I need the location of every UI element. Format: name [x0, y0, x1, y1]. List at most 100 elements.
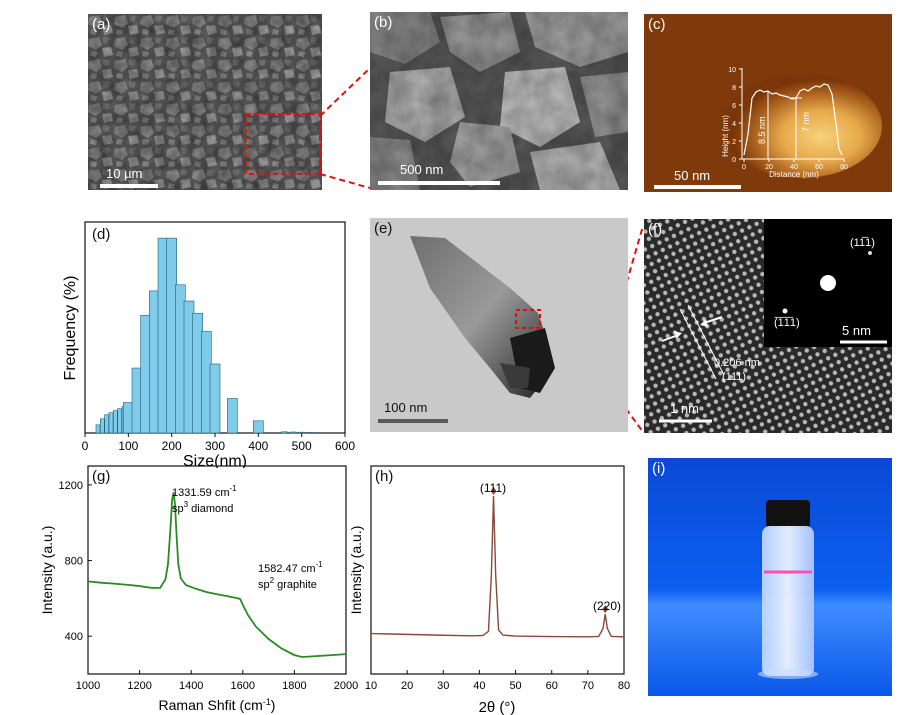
- histogram-bar: [108, 412, 114, 434]
- vial-cap: [766, 500, 810, 528]
- histogram-bar: [104, 414, 109, 434]
- xrd-pattern-line: [370, 495, 625, 638]
- x-tick-label: 50: [509, 680, 521, 692]
- x-tick-label: 1200: [127, 680, 151, 692]
- histogram-bar: [117, 408, 122, 434]
- x-tick-label: 0: [82, 439, 89, 453]
- ytick: 2: [732, 139, 736, 146]
- xtick: 60: [815, 164, 823, 171]
- vial-photo: [648, 458, 892, 696]
- panel-c: 8.5 nm 7 nm 0 2 4 6 8 10 0 20 40 60 80 D…: [644, 14, 892, 192]
- histogram-bar: [298, 431, 305, 434]
- panel-b: (b) 500 nm: [370, 12, 628, 190]
- panel-g: 1000 1200 1400 1600 1800 2000 400 800 1200 1331.…: [30, 460, 360, 715]
- plane-label: (111): [722, 371, 747, 383]
- scale-bar-label-f: 1 nm: [670, 401, 699, 416]
- vial-body: [762, 526, 814, 676]
- panel-label-c: (c): [648, 16, 666, 33]
- scale-bar-label-a: 10 µm: [106, 166, 143, 181]
- x-tick-label: 60: [546, 680, 558, 692]
- peak2-label: 1582.47 cm-1: [258, 560, 323, 575]
- y-axis-label: Frequency (%): [62, 276, 79, 381]
- x-tick-label: 10: [365, 680, 377, 692]
- saed-spot-label-2: (̅1̅1̅1): [774, 317, 800, 329]
- panel-a: (a) 10 µm: [88, 14, 322, 190]
- scale-bar-label-e: 100 nm: [384, 400, 428, 415]
- xtick: 20: [765, 164, 773, 171]
- x-tick-label: 1000: [76, 680, 100, 692]
- peak-220-label: (220): [593, 599, 621, 613]
- zoom-region-box: [245, 113, 321, 175]
- x-tick-label: 20: [401, 680, 413, 692]
- x-tick-label: 70: [582, 680, 594, 692]
- histogram-bar: [209, 363, 221, 434]
- plot-frame: [87, 465, 347, 675]
- x-tick-label: 80: [618, 680, 630, 692]
- peak-marker: [602, 605, 609, 614]
- afm-image-c: 8.5 nm 7 nm 0 2 4 6 8 10 0 20 40 60 80 D…: [644, 14, 892, 192]
- histogram-bar: [307, 432, 314, 434]
- x-tick-label: 1800: [282, 680, 306, 692]
- x-axis-label: Raman Shfit (cm-1): [159, 697, 276, 713]
- x-tick-label: 600: [335, 439, 355, 453]
- y-tick-label: 800: [65, 556, 83, 568]
- x-tick-label: 500: [292, 439, 312, 453]
- xrd-chart: 10 20 30 40 50 60 70 80 (111) (220) 2θ (°) Inte…: [348, 465, 630, 715]
- scale-bar-label-b: 500 nm: [400, 162, 444, 177]
- histogram-bar: [95, 424, 101, 434]
- histogram-chart: 0 100 200 300 400 500 600 Size(nm) Frequency (…: [62, 221, 355, 468]
- panel-label-i: (i): [652, 460, 666, 477]
- histogram-bar: [227, 398, 238, 434]
- histogram-bar: [100, 418, 105, 434]
- y-tick-label: 1200: [59, 480, 83, 492]
- ytick: 0: [732, 157, 736, 164]
- height-profile-inset: 8.5 nm 7 nm 0 2 4 6 8 10 0 20 40 60 80 D…: [721, 67, 848, 179]
- panel-h: 10 20 30 40 50 60 70 80 (111) (220) 2θ (°) Inte…: [345, 460, 630, 715]
- d-spacing-label: 0.206 nm: [714, 357, 760, 369]
- panel-label-a: (a): [92, 16, 111, 33]
- x-tick-label: 30: [437, 680, 449, 692]
- x-tick-label: 1600: [231, 680, 255, 692]
- peak1-name: sp3 diamond: [172, 500, 233, 515]
- panel-label-f: (f): [648, 221, 663, 238]
- histogram-bar: [289, 431, 297, 434]
- panel-e: (e) 100 nm: [370, 218, 628, 432]
- histogram-bar: [113, 410, 118, 434]
- histogram-bar: [281, 431, 288, 434]
- plot-frame: [370, 465, 625, 675]
- x-tick-label: 100: [118, 439, 138, 453]
- panel-f: (f) (11̅1) (̅1̅1̅1) 5 nm 0.206 nm (111) …: [644, 219, 892, 433]
- xtick: 40: [790, 164, 798, 171]
- x-tick-label: 40: [473, 680, 485, 692]
- x-axis-label: Size(nm): [183, 453, 247, 468]
- hrtem-image-f: [644, 219, 892, 433]
- panel-d: 0 100 200 300 400 500 600 Size(nm) Frequency (…: [40, 210, 360, 468]
- y-tick-label: 400: [65, 631, 83, 643]
- sem-image-a: [88, 14, 322, 190]
- y-axis-label: Intensity (a.u.): [39, 526, 55, 615]
- raman-chart: 1000 1200 1400 1600 1800 2000 400 800 1200 1331.…: [39, 465, 358, 713]
- xtick: 80: [840, 164, 848, 171]
- x-tick-label: 1400: [179, 680, 203, 692]
- tem-image-e: [370, 218, 628, 432]
- saed-central-spot: [820, 275, 836, 291]
- x-tick-label: 2000: [334, 680, 358, 692]
- panel-label-g: (g): [92, 468, 111, 485]
- peak1-label: 1331.59 cm-1: [172, 484, 237, 499]
- annot-8-5nm: 8.5 nm: [757, 116, 767, 144]
- panel-label-d: (d): [92, 226, 111, 243]
- panel-label-b: (b): [374, 14, 393, 31]
- annot-7nm: 7 nm: [801, 112, 811, 132]
- peak-111-label: (111): [480, 481, 506, 495]
- raman-spectrum-line: [87, 492, 347, 658]
- inset-ylabel: Height (nm): [721, 115, 730, 157]
- panel-i: (i): [648, 458, 892, 696]
- sem-image-b: [370, 12, 628, 190]
- x-tick-label: 300: [205, 439, 225, 453]
- inset-xlabel: Distance (nm): [769, 170, 819, 179]
- saed-spot-label-1: (11̅1): [850, 237, 875, 249]
- peak2-name: sp2 graphite: [258, 576, 317, 591]
- ytick: 4: [732, 121, 736, 128]
- peak-marker: [490, 487, 497, 495]
- ytick: 6: [732, 103, 736, 110]
